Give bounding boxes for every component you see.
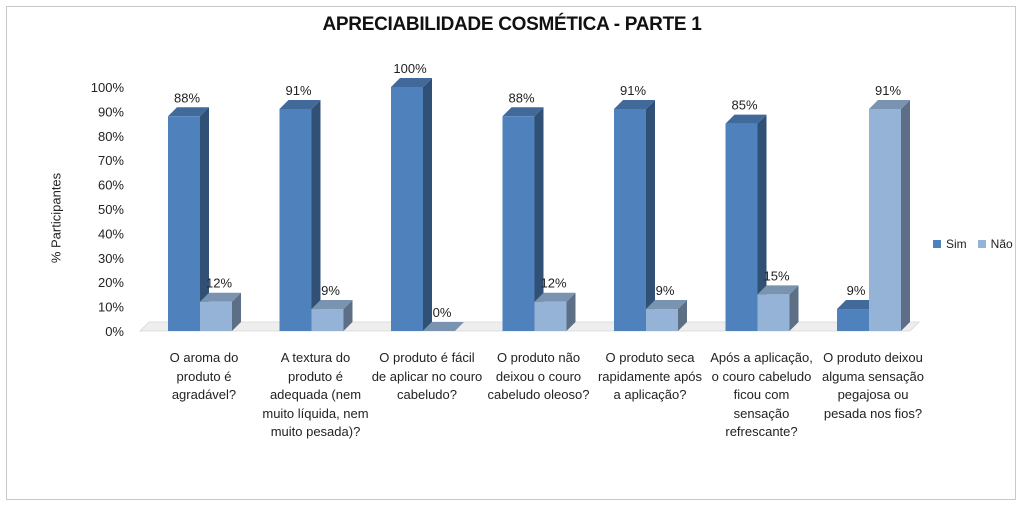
y-tick-label: 20% [98, 275, 124, 290]
data-label-nao-1: 12% [206, 276, 232, 291]
bar-sim-3-side [423, 78, 432, 331]
data-label-nao-7: 91% [875, 83, 901, 98]
chart-title: APRECIABILIDADE COSMÉTICA - PARTE 1 [322, 14, 702, 35]
y-tick-label: 80% [98, 129, 124, 144]
y-tick-label: 60% [98, 178, 124, 193]
bar-nao-5-top [646, 300, 687, 310]
data-label-nao-6: 15% [763, 268, 789, 283]
data-label-nao-5: 9% [656, 283, 675, 298]
bar-nao-5 [646, 309, 678, 331]
bar-nao-4 [534, 301, 567, 331]
bar-nao-2 [311, 309, 344, 331]
x-tick-label-4: O produto não deixou o couro cabeludo ol… [487, 350, 590, 402]
bar-sim-2-top [279, 99, 321, 109]
data-label-nao-2: 9% [321, 283, 340, 298]
legend-label-nao: Não [990, 237, 1013, 251]
bar-sim-1-top [168, 107, 209, 117]
y-tick-label: 10% [98, 300, 124, 315]
bar-nao-7-top [869, 99, 910, 109]
bar-nao-7-side [901, 99, 910, 332]
data-label-sim-4: 88% [508, 90, 534, 105]
legend-swatch-sim [933, 240, 941, 248]
x-tick-label-1: O aroma do produto é agradável? [169, 350, 239, 402]
data-label-sim-2: 91% [285, 83, 311, 98]
bar-sim-6 [725, 123, 758, 331]
legend-swatch-nao [977, 240, 986, 248]
bar-nao-6 [757, 294, 790, 331]
legend-label-sim: Sim [946, 237, 967, 251]
bar-nao-3 [423, 322, 464, 331]
bar-sim-3-top [391, 78, 432, 87]
bar-sim-5-top [614, 99, 655, 109]
y-tick-label: 70% [98, 153, 124, 168]
x-tick-label-7: O produto deixou alguma sensação pegajos… [822, 350, 924, 421]
bar-sim-1 [168, 116, 200, 331]
y-tick-label: 90% [98, 104, 124, 119]
bar-nao-1-side [232, 292, 241, 331]
bar-sim-4 [502, 116, 535, 331]
bar-sim-6-side [757, 114, 767, 331]
bar-nao-4-top [534, 292, 576, 302]
bar-nao-1 [200, 301, 232, 331]
bar-sim-6-top [725, 114, 767, 124]
y-tick-label: 50% [98, 202, 124, 217]
y-tick-label: 30% [98, 251, 124, 266]
bar-sim-7 [837, 309, 869, 331]
y-tick-label: 100% [91, 80, 125, 95]
x-tick-label-3: O produto é fácil de aplicar no couro ca… [371, 350, 483, 402]
bar-sim-4-top [502, 107, 544, 117]
bar-sim-3 [391, 87, 423, 331]
bar-sim-5 [614, 108, 646, 332]
y-tick-label: 0% [105, 324, 124, 339]
x-tick-label-6: Após a aplicação, o couro cabeludo ficou… [710, 350, 813, 439]
bar-nao-7 [869, 108, 901, 332]
data-label-nao-4: 12% [540, 276, 566, 291]
bar-nao-2-top [311, 300, 353, 310]
bar-nao-6-side [789, 285, 799, 331]
bar-nao-6-top [757, 285, 799, 295]
bar-sim-1-side [200, 107, 209, 331]
bar-sim-5-side [646, 99, 655, 332]
data-label-sim-6: 85% [731, 98, 757, 113]
bar-nao-4-side [566, 292, 576, 331]
data-label-sim-7: 9% [847, 283, 866, 298]
chart-legend: Sim Não [933, 237, 1013, 251]
data-label-sim-5: 91% [620, 83, 646, 98]
y-tick-label: 40% [98, 226, 124, 241]
x-tick-label-2: A textura do produto é adequada (nem mui… [262, 350, 369, 439]
bar-sim-2 [279, 108, 312, 332]
x-tick-label-5: O produto seca rapidamente após a aplica… [597, 350, 703, 402]
bar-nao-1-top [200, 292, 241, 302]
bar-sim-7-top [837, 300, 878, 310]
data-label-nao-3: 0% [433, 305, 452, 320]
data-label-sim-1: 88% [174, 90, 200, 105]
bar-sim-4-side [534, 107, 544, 331]
bar-nao-5-side [678, 300, 687, 331]
bar-nao-2-side [343, 300, 353, 331]
data-label-sim-3: 100% [393, 61, 427, 76]
bar-sim-2-side [311, 99, 321, 332]
